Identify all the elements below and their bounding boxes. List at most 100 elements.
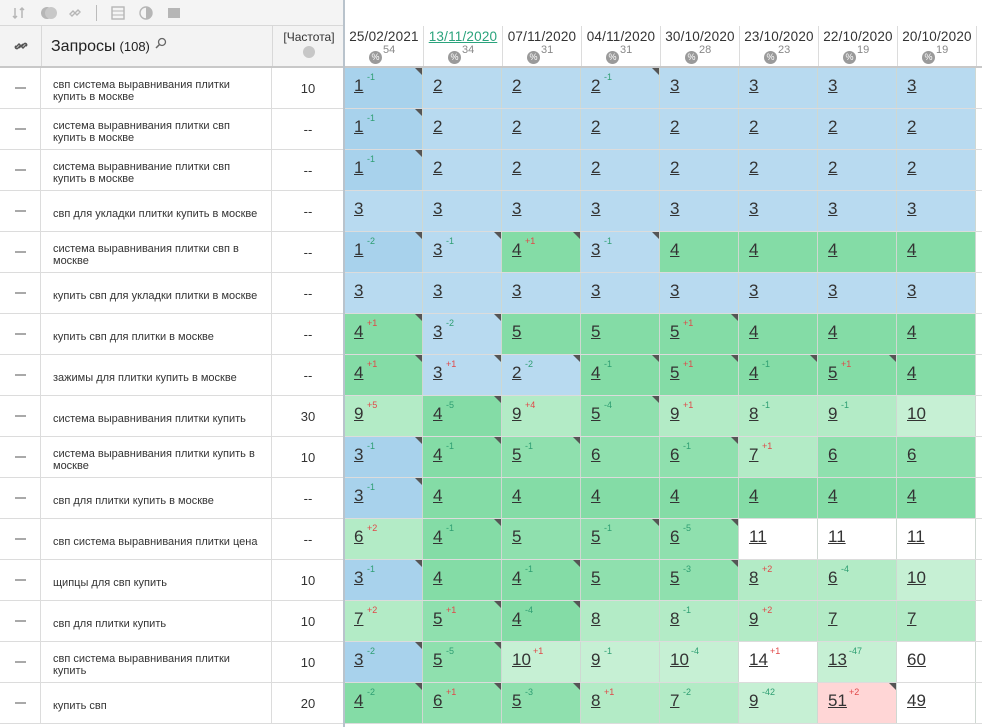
position-link[interactable]: 3 [354, 650, 364, 669]
position-link[interactable]: 9 [512, 404, 522, 423]
position-link[interactable]: 2 [433, 76, 443, 95]
position-link[interactable]: 4 [512, 486, 522, 505]
position-link[interactable]: 2 [512, 76, 522, 95]
toggle-icon[interactable] [40, 6, 57, 20]
position-link[interactable]: 4 [433, 445, 443, 464]
percent-icon[interactable]: % [764, 51, 777, 64]
date-column-header[interactable]: 30/10/2020% 28 [661, 26, 740, 66]
position-link[interactable]: 9 [591, 650, 601, 669]
snippet-marker-icon[interactable] [494, 519, 501, 526]
position-link[interactable]: 2 [828, 158, 838, 177]
row-toggle[interactable] [0, 478, 41, 518]
position-link[interactable]: 1 [354, 117, 364, 136]
percent-icon[interactable]: % [922, 51, 935, 64]
search-icon[interactable] [154, 37, 168, 56]
row-toggle[interactable] [0, 642, 41, 682]
position-link[interactable]: 6 [591, 445, 601, 464]
date-column-header[interactable]: 07/11/2020% 31 [503, 26, 582, 66]
position-link[interactable]: 3 [354, 568, 364, 587]
position-link[interactable]: 2 [907, 117, 917, 136]
position-link[interactable]: 2 [433, 117, 443, 136]
position-link[interactable]: 13 [828, 650, 847, 669]
position-link[interactable]: 3 [749, 281, 759, 300]
snippet-marker-icon[interactable] [573, 355, 580, 362]
snippet-marker-icon[interactable] [652, 68, 659, 75]
position-link[interactable]: 8 [591, 609, 601, 628]
position-link[interactable]: 6 [670, 445, 680, 464]
position-link[interactable]: 2 [591, 76, 601, 95]
position-link[interactable]: 3 [828, 76, 838, 95]
date-column-header[interactable]: 25/02/2021% 54 [345, 26, 424, 66]
position-link[interactable]: 9 [828, 404, 838, 423]
position-link[interactable]: 3 [433, 363, 443, 382]
position-link[interactable]: 2 [512, 363, 522, 382]
position-link[interactable]: 8 [670, 609, 680, 628]
snippet-marker-icon[interactable] [731, 314, 738, 321]
position-link[interactable]: 7 [749, 445, 759, 464]
position-link[interactable]: 6 [433, 691, 443, 710]
position-link[interactable]: 4 [749, 322, 759, 341]
position-link[interactable]: 4 [512, 240, 522, 259]
row-toggle[interactable] [0, 109, 41, 149]
position-link[interactable]: 3 [670, 199, 680, 218]
position-link[interactable]: 51 [828, 691, 847, 710]
position-link[interactable]: 6 [828, 568, 838, 587]
snippet-marker-icon[interactable] [652, 355, 659, 362]
position-link[interactable]: 2 [591, 117, 601, 136]
position-link[interactable]: 4 [433, 568, 443, 587]
position-link[interactable]: 3 [512, 199, 522, 218]
position-link[interactable]: 4 [433, 404, 443, 423]
position-link[interactable]: 3 [354, 486, 364, 505]
position-link[interactable]: 4 [749, 240, 759, 259]
position-link[interactable]: 5 [512, 691, 522, 710]
snippet-marker-icon[interactable] [652, 396, 659, 403]
date-label[interactable]: 25/02/2021 [349, 29, 419, 44]
snippet-marker-icon[interactable] [652, 232, 659, 239]
position-link[interactable]: 4 [433, 527, 443, 546]
date-label[interactable]: 07/11/2020 [507, 29, 577, 44]
position-link[interactable]: 4 [907, 486, 917, 505]
position-link[interactable]: 3 [591, 281, 601, 300]
position-link[interactable]: 4 [591, 363, 601, 382]
snippet-marker-icon[interactable] [731, 437, 738, 444]
row-toggle[interactable] [0, 519, 41, 559]
position-link[interactable]: 4 [512, 609, 522, 628]
link-icon[interactable] [0, 26, 42, 66]
position-link[interactable]: 4 [591, 486, 601, 505]
link-icon[interactable] [68, 6, 82, 20]
position-link[interactable]: 4 [907, 322, 917, 341]
position-link[interactable]: 4 [828, 486, 838, 505]
position-link[interactable]: 6 [670, 527, 680, 546]
snippet-marker-icon[interactable] [494, 683, 501, 690]
position-link[interactable]: 10 [670, 650, 689, 669]
position-link[interactable]: 5 [512, 322, 522, 341]
position-link[interactable]: 2 [670, 158, 680, 177]
position-link[interactable]: 5 [512, 445, 522, 464]
position-link[interactable]: 4 [828, 240, 838, 259]
position-link[interactable]: 3 [670, 281, 680, 300]
position-link[interactable]: 7 [354, 609, 364, 628]
position-link[interactable]: 4 [670, 240, 680, 259]
snippet-marker-icon[interactable] [494, 601, 501, 608]
snippet-marker-icon[interactable] [573, 683, 580, 690]
position-link[interactable]: 9 [670, 404, 680, 423]
position-link[interactable]: 4 [749, 363, 759, 382]
date-label[interactable]: 20/10/2020 [902, 29, 972, 44]
snippet-marker-icon[interactable] [494, 355, 501, 362]
position-link[interactable]: 3 [907, 199, 917, 218]
date-column-header[interactable]: 13/11/2020% 34 [424, 26, 503, 66]
position-link[interactable]: 49 [907, 691, 926, 710]
position-link[interactable]: 3 [670, 76, 680, 95]
snippet-marker-icon[interactable] [415, 314, 422, 321]
position-link[interactable]: 5 [591, 527, 601, 546]
row-toggle[interactable] [0, 314, 41, 354]
date-label[interactable]: 04/11/2020 [586, 29, 656, 44]
snippet-marker-icon[interactable] [573, 437, 580, 444]
date-label[interactable]: 30/10/2020 [665, 29, 735, 44]
position-link[interactable]: 3 [354, 281, 364, 300]
position-link[interactable]: 4 [433, 486, 443, 505]
position-link[interactable]: 7 [670, 691, 680, 710]
snippet-marker-icon[interactable] [494, 642, 501, 649]
contrast-icon[interactable] [139, 5, 153, 20]
row-toggle[interactable] [0, 355, 41, 395]
